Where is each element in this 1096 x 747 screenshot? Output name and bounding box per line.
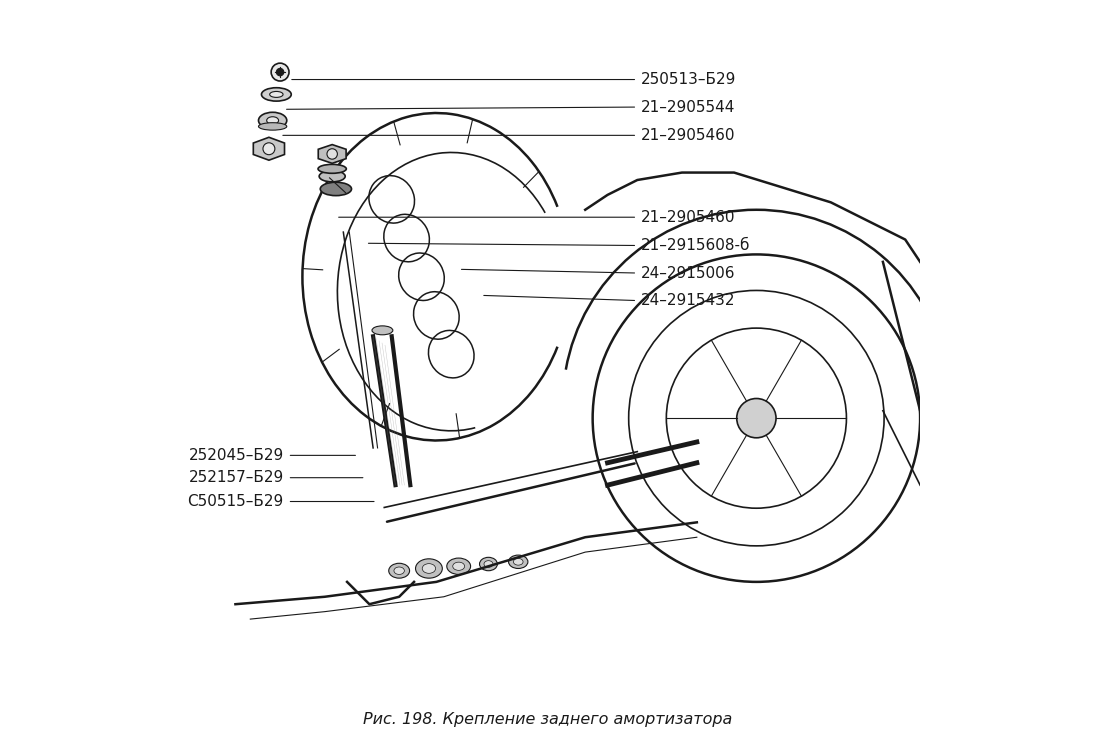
Text: 24–2915006: 24–2915006 [641,265,735,281]
Text: 24–2915432: 24–2915432 [641,293,735,308]
Ellipse shape [422,564,435,574]
Circle shape [263,143,275,155]
Text: 21–2915608-б: 21–2915608-б [641,238,751,253]
Polygon shape [253,137,285,160]
Circle shape [737,398,776,438]
Polygon shape [318,145,346,164]
Ellipse shape [393,567,404,574]
Ellipse shape [259,112,287,128]
Ellipse shape [484,561,493,568]
Circle shape [276,69,284,75]
Ellipse shape [320,182,352,196]
Text: 21–2905460: 21–2905460 [641,210,735,225]
Ellipse shape [509,555,528,568]
Ellipse shape [453,562,465,571]
FancyArrowPatch shape [387,463,635,521]
Ellipse shape [415,559,443,578]
Text: 250513–Б29: 250513–Б29 [641,72,737,87]
Circle shape [271,63,289,81]
Ellipse shape [372,326,392,335]
Ellipse shape [480,557,498,571]
Ellipse shape [318,164,346,173]
Ellipse shape [447,558,470,574]
Text: 252157–Б29: 252157–Б29 [189,470,284,486]
Text: Рис. 198. Крепление заднего амортизатора: Рис. 198. Крепление заднего амортизатора [364,712,732,727]
Ellipse shape [389,563,410,578]
Ellipse shape [266,117,278,124]
Text: 21–2905460: 21–2905460 [641,128,735,143]
Ellipse shape [262,87,292,101]
Ellipse shape [319,171,345,182]
Ellipse shape [513,559,523,565]
Circle shape [327,149,338,159]
Text: 21–2905544: 21–2905544 [641,99,735,114]
Ellipse shape [270,91,283,97]
Ellipse shape [259,123,287,130]
Text: 252045–Б29: 252045–Б29 [189,448,284,463]
Text: С50515–Б29: С50515–Б29 [187,494,284,509]
